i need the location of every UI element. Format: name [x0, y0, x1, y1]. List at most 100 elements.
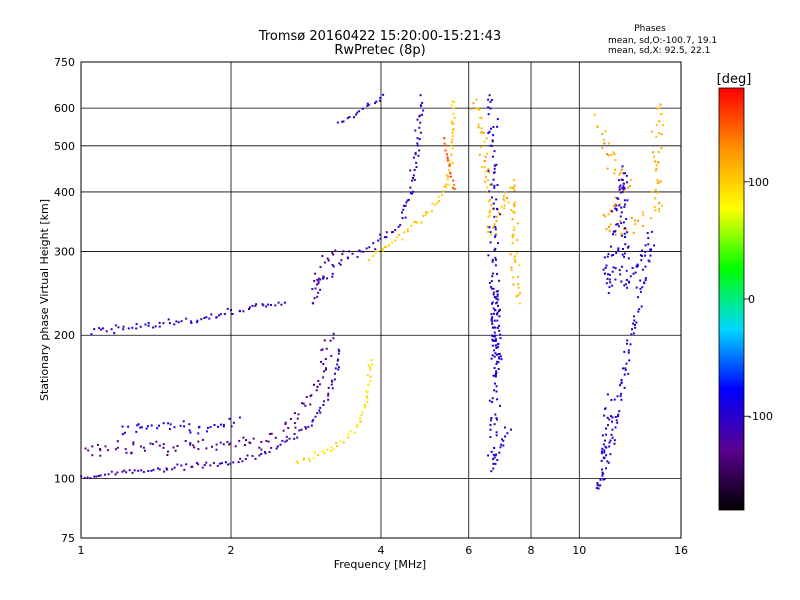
data-point	[404, 204, 407, 207]
data-point	[634, 326, 637, 329]
data-point	[610, 254, 613, 257]
data-point	[604, 215, 606, 218]
data-point	[496, 360, 499, 363]
data-point	[492, 374, 495, 377]
x-tick-label: 8	[528, 544, 535, 557]
data-point	[443, 185, 446, 188]
data-point	[623, 172, 626, 175]
data-point	[615, 209, 618, 212]
data-point	[336, 363, 339, 366]
data-point	[490, 280, 493, 283]
data-point	[495, 297, 498, 300]
data-point	[494, 264, 497, 267]
data-point	[498, 329, 501, 332]
data-point	[135, 327, 138, 330]
data-point	[286, 439, 289, 442]
data-point	[494, 352, 497, 355]
data-point	[114, 448, 117, 451]
data-point	[407, 198, 410, 201]
data-point	[309, 459, 311, 462]
data-point	[173, 466, 176, 469]
data-point	[499, 337, 502, 340]
data-point	[596, 126, 599, 129]
x-axis-ticks: 1 2 4 6 8 10 16	[78, 544, 689, 557]
data-point	[626, 181, 629, 184]
data-point	[493, 223, 496, 226]
data-point	[512, 233, 515, 236]
data-point	[490, 183, 493, 186]
data-point	[493, 312, 495, 315]
data-point	[406, 199, 409, 202]
data-point	[285, 435, 288, 438]
data-point	[601, 468, 603, 471]
data-point	[644, 277, 647, 280]
data-point	[216, 464, 219, 467]
data-point	[314, 287, 317, 290]
data-point	[494, 228, 497, 231]
data-point	[612, 151, 615, 154]
data-point	[608, 445, 611, 448]
data-point	[93, 328, 96, 331]
data-point	[99, 449, 102, 452]
data-point	[379, 237, 382, 240]
data-point	[372, 242, 375, 245]
data-point	[486, 186, 489, 189]
data-point	[495, 385, 498, 388]
data-point	[364, 406, 367, 408]
data-point	[450, 144, 453, 147]
data-point	[415, 166, 418, 169]
data-point	[654, 209, 657, 212]
data-point	[621, 187, 624, 190]
data-point	[195, 461, 198, 464]
data-point	[265, 439, 268, 442]
data-point	[234, 445, 237, 448]
data-point	[492, 207, 495, 210]
data-point	[617, 197, 620, 200]
data-point	[420, 221, 423, 224]
data-point	[514, 201, 516, 204]
data-point	[658, 210, 661, 213]
data-point	[604, 130, 607, 133]
data-point	[297, 413, 300, 416]
data-point	[91, 445, 94, 448]
data-point	[491, 320, 494, 323]
data-point	[632, 272, 635, 275]
data-point	[451, 129, 454, 132]
data-point	[197, 463, 200, 466]
data-point	[494, 340, 497, 342]
data-point	[490, 450, 493, 453]
data-point	[174, 449, 177, 452]
data-point	[597, 487, 600, 490]
data-point	[496, 398, 499, 401]
data-point	[116, 440, 119, 443]
data-point	[137, 423, 140, 426]
data-point	[613, 439, 616, 442]
data-point	[98, 327, 101, 330]
data-point	[599, 478, 602, 481]
data-point	[169, 423, 172, 426]
data-point	[293, 437, 296, 440]
data-point	[394, 229, 397, 232]
data-point	[618, 204, 621, 207]
data-point	[219, 313, 222, 316]
data-point	[167, 450, 169, 453]
data-point	[135, 323, 138, 326]
data-point	[156, 427, 159, 430]
data-point	[596, 482, 599, 484]
data-point	[426, 211, 429, 214]
data-point	[367, 383, 370, 386]
data-point	[168, 322, 171, 325]
data-point	[620, 234, 623, 237]
data-point	[416, 137, 419, 140]
data-point	[606, 167, 609, 170]
data-point	[495, 434, 498, 437]
data-point	[624, 367, 627, 370]
data-point	[617, 247, 620, 250]
data-point	[359, 250, 362, 253]
data-point	[419, 104, 422, 107]
data-point	[331, 272, 334, 275]
data-point	[497, 242, 499, 245]
data-point	[346, 117, 349, 120]
data-point	[487, 113, 490, 116]
data-point	[494, 375, 497, 378]
